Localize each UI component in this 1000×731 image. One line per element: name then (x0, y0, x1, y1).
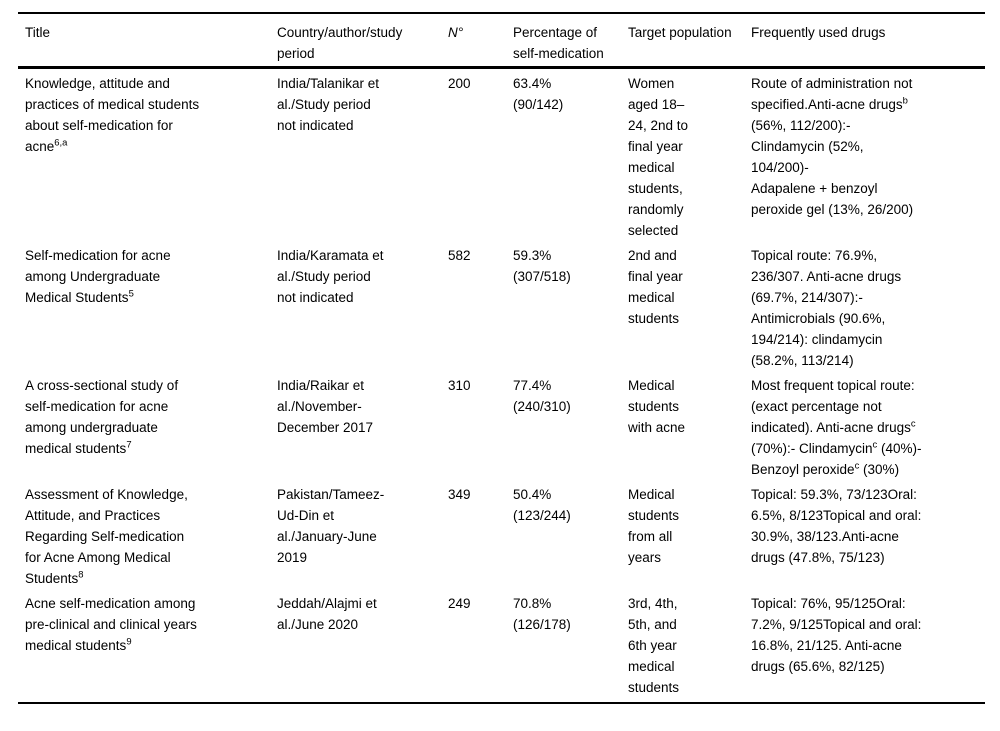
header-row: Title Country/author/study period N° Per… (18, 13, 985, 69)
cell-target-population: Women aged 18– 24, 2nd to final year medical… (628, 76, 689, 238)
table-row: A cross-sectional study of self-medicatio… (18, 371, 985, 480)
col-header-n: N° (448, 13, 513, 69)
cell-target-population: Medical students with acne (628, 378, 686, 435)
cell-target-population: 2nd and final year medical students (628, 248, 683, 326)
col-header-percentage: Percentage of self-medication (513, 13, 628, 69)
cell-country-author-period: India/Karamata et al./Study period not ind… (277, 248, 384, 305)
cell-title: Knowledge, attitude and practices of medi… (25, 76, 200, 154)
col-header-country-author-period: Country/author/study period (277, 13, 448, 69)
cell-percentage: 70.8% (126/178) (513, 596, 571, 632)
cell-target-population: Medical students from all years (628, 487, 680, 565)
cell-n: 349 (448, 487, 471, 502)
cell-n: 582 (448, 248, 471, 263)
cell-n: 200 (448, 76, 471, 91)
cell-percentage: 50.4% (123/244) (513, 487, 571, 523)
cell-country-author-period: India/Talanikar et al./Study period not in… (277, 76, 380, 133)
cell-drugs: Topical: 76%, 95/125Oral: 7.2%, 9/125Topi… (751, 596, 922, 674)
cell-percentage: 63.4% (90/142) (513, 76, 564, 112)
table-row: Self-medication for acne among Undergradu… (18, 241, 985, 371)
cell-percentage: 77.4% (240/310) (513, 378, 571, 414)
cell-country-author-period: India/Raikar et al./November- December 201… (277, 378, 374, 435)
studies-table: Title Country/author/study period N° Per… (18, 12, 985, 704)
table-row: Acne self-medication among pre-clinical a… (18, 589, 985, 703)
cell-n: 310 (448, 378, 471, 393)
cell-title: Acne self-medication among pre-clinical a… (25, 596, 197, 653)
cell-drugs: Route of administration not specified.Ant… (751, 76, 914, 217)
cell-title: A cross-sectional study of self-medicatio… (25, 378, 179, 456)
col-header-title: Title (18, 13, 277, 69)
table-row: Knowledge, attitude and practices of medi… (18, 68, 985, 242)
cell-title: Self-medication for acne among Undergradu… (25, 248, 171, 305)
cell-percentage: 59.3% (307/518) (513, 248, 571, 284)
cell-n: 249 (448, 596, 471, 611)
cell-country-author-period: Jeddah/Alajmi et al./June 2020 (277, 596, 377, 632)
col-header-drugs: Frequently used drugs (751, 13, 985, 69)
cell-country-author-period: Pakistan/Tameez- Ud-Din et al./January-Jun… (277, 487, 385, 565)
table-row: Assessment of Knowledge, Attitude, and Pr… (18, 480, 985, 589)
cell-drugs: Most frequent topical route: (exact perce… (751, 378, 922, 477)
cell-title: Assessment of Knowledge, Attitude, and Pr… (25, 487, 188, 586)
cell-target-population: 3rd, 4th, 5th, and 6th year medical students (628, 596, 680, 695)
cell-drugs: Topical route: 76.9%, 236/307. Anti-acne … (751, 248, 902, 368)
col-header-target-population: Target population (628, 13, 751, 69)
cell-drugs: Topical: 59.3%, 73/123Oral: 6.5%, 8/123To… (751, 487, 922, 565)
